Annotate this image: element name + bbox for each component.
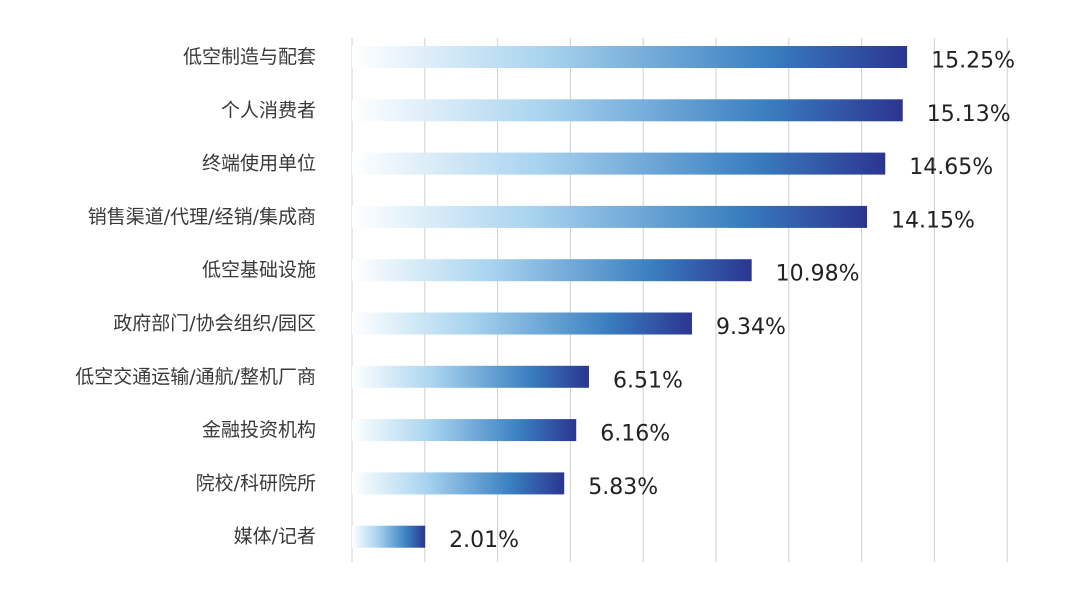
value-label: 10.98% [776,262,860,287]
value-label: 5.83% [588,475,658,500]
value-label: 14.65% [909,155,993,180]
category-label: 低空交通运输/通航/整机厂商 [75,366,316,388]
value-label: 9.34% [716,315,786,340]
bar [352,312,692,335]
bar [352,99,903,122]
value-label: 14.15% [891,208,975,233]
value-label: 6.51% [613,368,683,393]
value-label: 6.16% [600,422,670,447]
bar [352,259,752,282]
bar [352,46,908,68]
bar [352,152,886,175]
category-label: 院校/科研院所 [196,472,316,494]
category-label: 政府部门/协会组织/园区 [113,313,316,335]
gridlines [351,38,1008,562]
category-label: 低空制造与配套 [183,46,316,68]
category-label: 低空基础设施 [202,259,316,281]
category-labels: 低空制造与配套个人消费者终端使用单位销售渠道/代理/经销/集成商低空基础设施政府… [75,46,316,548]
category-label: 终端使用单位 [202,153,316,175]
value-label: 2.01% [449,528,519,553]
value-label: 15.13% [927,102,1011,127]
bar [352,419,577,442]
bar [352,205,868,228]
bar [352,472,565,495]
category-label: 媒体/记者 [234,526,316,548]
bar [352,525,426,548]
value-labels: 15.25% 15.13% 14.65% 14.15% 10.98% 9.34% 6.51%… [449,49,1015,554]
bars [352,46,908,548]
value-label: 15.25% [931,49,1015,74]
category-label: 销售渠道/代理/经销/集成商 [88,206,316,228]
category-label: 个人消费者 [221,99,316,121]
bar [352,365,589,388]
category-label: 金融投资机构 [202,419,316,441]
